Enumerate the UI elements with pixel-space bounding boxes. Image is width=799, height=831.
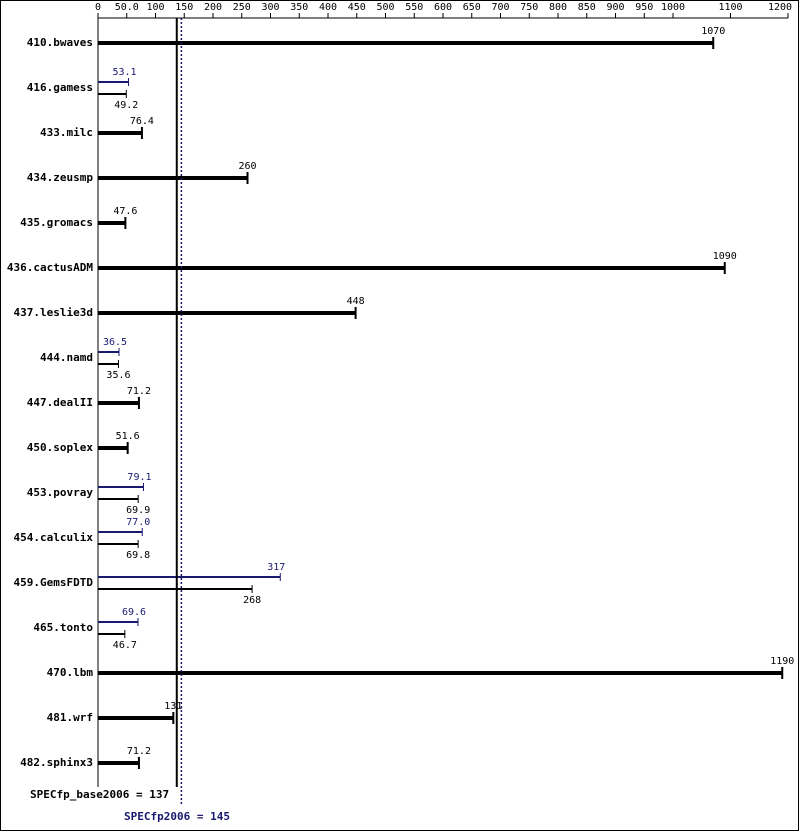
value-label: 76.4 [130, 116, 154, 127]
category-label: 470.lbm [47, 666, 94, 679]
x-tick-label: 250 [233, 2, 251, 13]
category-label: 447.dealII [27, 396, 93, 409]
x-tick-label: 600 [434, 2, 452, 13]
x-tick-label: 650 [463, 2, 481, 13]
value-label: 71.2 [127, 386, 151, 397]
value-label: 1070 [701, 26, 725, 37]
value-label: 268 [243, 595, 261, 606]
value-label: 53.1 [112, 67, 136, 78]
value-label: 448 [347, 296, 365, 307]
x-tick-label: 100 [146, 2, 164, 13]
value-label: 1090 [713, 251, 737, 262]
value-label: 260 [238, 161, 256, 172]
category-label: 416.gamess [27, 81, 93, 94]
value-label: 1190 [770, 656, 794, 667]
x-tick-label: 200 [204, 2, 222, 13]
category-label: 450.soplex [27, 441, 94, 454]
category-label: 482.sphinx3 [20, 756, 93, 769]
x-tick-label: 400 [319, 2, 337, 13]
x-tick-label: 950 [635, 2, 653, 13]
x-tick-label: 550 [405, 2, 423, 13]
value-label: 79.1 [127, 472, 151, 483]
reference-label: SPECfp2006 = 145 [124, 810, 230, 823]
reference-label: SPECfp_base2006 = 137 [30, 788, 169, 801]
category-label: 437.leslie3d [14, 306, 93, 319]
category-label: 481.wrf [47, 711, 93, 724]
x-tick-label: 350 [290, 2, 308, 13]
category-label: 453.povray [27, 486, 94, 499]
category-label: 435.gromacs [20, 216, 93, 229]
category-label: 459.GemsFDTD [14, 576, 94, 589]
x-tick-label: 900 [606, 2, 624, 13]
value-label: 49.2 [114, 100, 138, 111]
category-label: 454.calculix [14, 531, 94, 544]
x-tick-label: 150 [175, 2, 193, 13]
x-tick-label: 850 [578, 2, 596, 13]
x-tick-label: 700 [491, 2, 509, 13]
x-tick-label: 300 [261, 2, 279, 13]
category-label: 436.cactusADM [7, 261, 93, 274]
x-tick-label: 500 [376, 2, 394, 13]
x-tick-label: 1000 [661, 2, 685, 13]
value-label: 46.7 [113, 640, 137, 651]
value-label: 317 [267, 562, 285, 573]
category-label: 434.zeusmp [27, 171, 94, 184]
value-label: 69.9 [126, 505, 150, 516]
x-tick-label: 50.0 [115, 2, 139, 13]
x-tick-label: 750 [520, 2, 538, 13]
value-label: 131 [164, 701, 182, 712]
x-tick-label: 0 [95, 2, 101, 13]
value-label: 36.5 [103, 337, 127, 348]
value-label: 35.6 [106, 370, 130, 381]
x-tick-label: 1200 [768, 2, 792, 13]
category-label: 433.milc [40, 126, 93, 139]
x-tick-label: 450 [348, 2, 366, 13]
category-label: 465.tonto [33, 621, 93, 634]
value-label: 69.6 [122, 607, 146, 618]
value-label: 71.2 [127, 746, 151, 757]
value-label: 77.0 [126, 517, 150, 528]
value-label: 69.8 [126, 550, 150, 561]
x-tick-label: 800 [549, 2, 567, 13]
x-tick-label: 1100 [718, 2, 742, 13]
value-label: 51.6 [116, 431, 140, 442]
category-label: 410.bwaves [27, 36, 93, 49]
value-label: 47.6 [113, 206, 137, 217]
category-label: 444.namd [40, 351, 93, 364]
